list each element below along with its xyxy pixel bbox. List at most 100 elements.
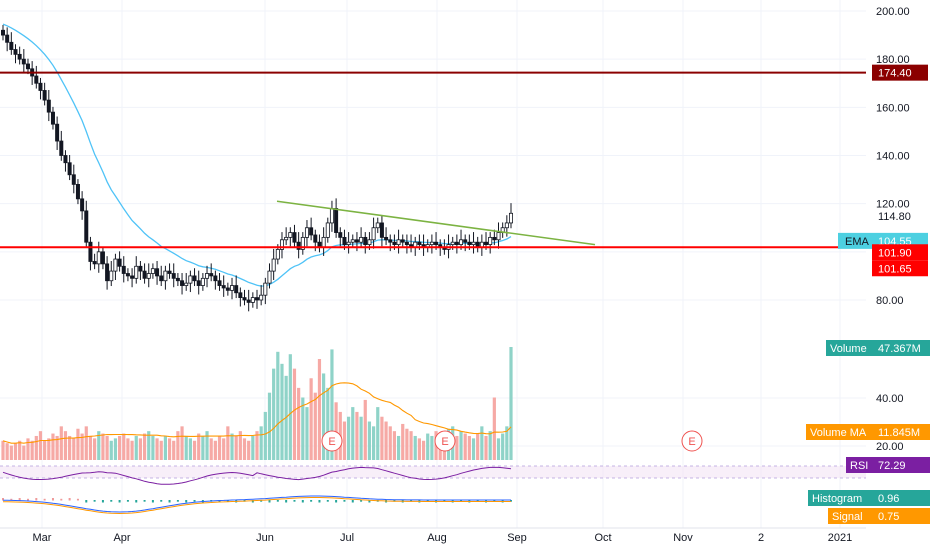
indicator-value-bg: [872, 457, 930, 473]
volume-bar: [326, 387, 330, 460]
time-axis-label: Jun: [256, 532, 274, 544]
macd-histogram-bar: [101, 500, 104, 503]
candle-body: [221, 285, 226, 289]
candle-body: [492, 236, 497, 241]
volume-bar: [430, 435, 434, 460]
macd-histogram-bar: [35, 498, 38, 501]
volume-bar: [505, 426, 509, 460]
indicator-value-label: 0.75: [878, 511, 899, 523]
volume-bar: [396, 435, 401, 460]
volume-bar: [130, 440, 134, 460]
macd-histogram-bar: [60, 498, 63, 501]
level-tag-174-bg: [872, 64, 928, 81]
candle-body: [167, 270, 172, 274]
macd-histogram-bar: [160, 500, 163, 502]
candle-body: [42, 90, 47, 101]
candle-body: [92, 261, 97, 265]
macd-histogram-bar: [68, 498, 71, 501]
horizontal-levels[interactable]: [0, 71, 866, 249]
candle-body: [71, 174, 76, 185]
candle-body: [242, 297, 247, 301]
macd-histogram-bar: [143, 500, 146, 502]
volume-bar: [309, 378, 313, 460]
macd-histogram-bar: [335, 500, 338, 503]
candle-body: [63, 155, 68, 164]
candle-body: [163, 270, 168, 282]
candle-body: [250, 297, 255, 303]
volume-bar: [5, 443, 9, 460]
candle-body: [350, 239, 355, 243]
volume-bars: [1, 347, 513, 460]
volume-bar: [317, 359, 322, 460]
macd-histogram-bar: [2, 498, 4, 501]
candle-body: [392, 241, 397, 246]
volume-bar: [359, 416, 363, 460]
volume-bar: [417, 438, 421, 460]
candle-body: [504, 222, 509, 229]
candle-body: [46, 99, 51, 113]
candle-body: [38, 82, 43, 91]
candle-body: [134, 265, 139, 279]
candle-body: [213, 275, 218, 282]
volume-bar: [222, 438, 226, 460]
volume-bar: [43, 440, 47, 460]
macd-histogram-bar: [260, 500, 263, 502]
indicator-value-label: 0.96: [878, 493, 899, 505]
volume-bar: [109, 440, 113, 460]
time-axis-label: Apr: [113, 532, 130, 544]
candle-body: [75, 183, 80, 200]
indicator-name-label: Volume MA: [810, 427, 867, 439]
oscillator-axis-tick: 20.00: [876, 441, 904, 453]
volume-bar: [101, 433, 105, 460]
time-axis-label: Jul: [340, 532, 354, 544]
volume-bar: [342, 421, 347, 460]
time-axis-label: 2021: [828, 532, 852, 544]
indicator-name-label: Signal: [832, 511, 863, 523]
candle-body: [121, 265, 126, 274]
macd-histogram-bar: [18, 498, 21, 501]
trendline[interactable]: [276, 200, 596, 246]
volume-bar: [413, 435, 417, 460]
candle-body: [225, 287, 230, 291]
volume-bar: [47, 438, 51, 460]
price-axis[interactable]: 200.00 180.00 160.00 140.00 120.00 80.00 40.00…: [876, 6, 910, 453]
volume-bar: [351, 407, 355, 460]
ema-line: [2, 23, 512, 287]
oscillator-axis-tick: 40.00: [876, 393, 904, 405]
candle-body: [284, 236, 289, 241]
volume-bar: [172, 440, 176, 460]
candle-body: [404, 241, 409, 246]
volume-bar: [267, 392, 272, 460]
time-axis-label: Sep: [507, 532, 527, 544]
volume-bar: [113, 438, 118, 460]
candle-body: [379, 222, 384, 238]
candle-body: [88, 241, 93, 262]
candle-body: [300, 236, 305, 250]
volume-bar: [201, 435, 205, 460]
volume-bar: [272, 368, 276, 460]
candle-body: [296, 241, 301, 250]
macd-histogram-bar: [168, 500, 171, 503]
level-tag-101: 101.90: [878, 247, 912, 259]
candle-body: [363, 236, 368, 246]
volume-bar: [247, 440, 251, 460]
trendline-line: [276, 200, 596, 246]
indicator-name-label: Volume: [830, 343, 867, 355]
candle-body: [0, 29, 6, 36]
time-axis[interactable]: Mar Apr Jun Jul Aug Sep Oct Nov 2 2021: [0, 527, 866, 544]
time-axis-label: Nov: [673, 532, 693, 544]
volume-bar: [59, 426, 63, 460]
volume-bar: [492, 397, 496, 460]
candle-body: [417, 241, 422, 246]
volume-bar: [330, 349, 334, 460]
volume-bar: [22, 445, 26, 460]
macd-histogram-bar: [301, 500, 304, 503]
time-axis-label: Aug: [427, 532, 447, 544]
candle-body: [334, 208, 339, 233]
volume-bar: [426, 433, 430, 460]
volume-bar: [347, 416, 351, 460]
volume-bar: [1, 440, 5, 460]
candle-body: [150, 268, 155, 274]
